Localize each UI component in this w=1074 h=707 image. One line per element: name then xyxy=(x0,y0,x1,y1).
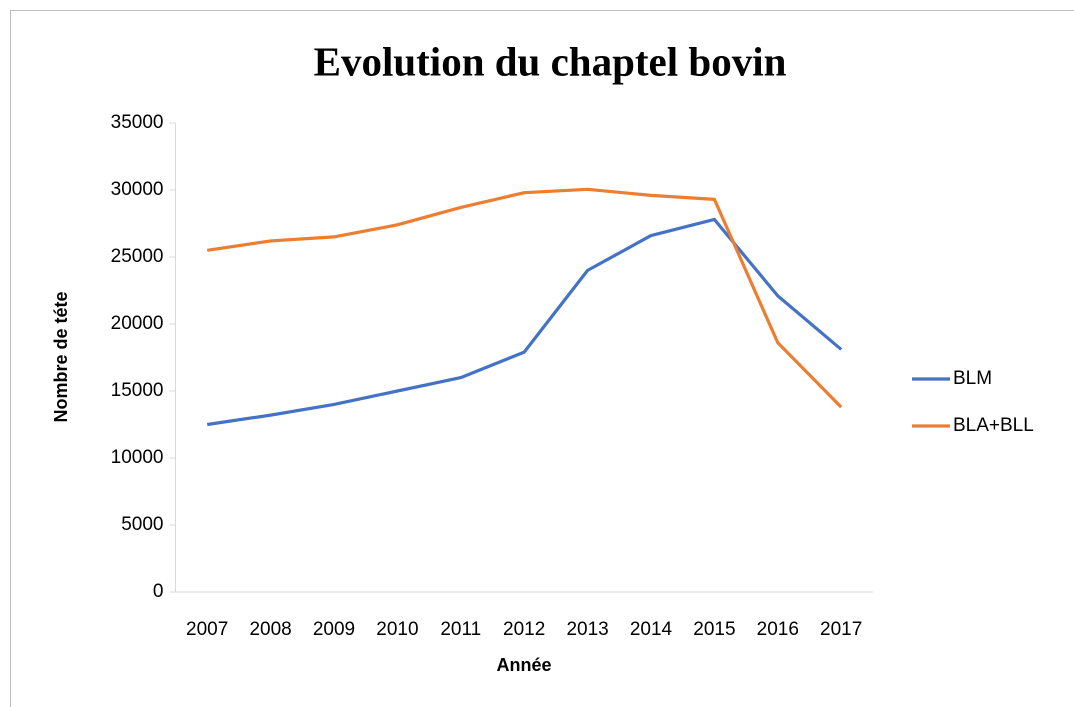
legend-label: BLM xyxy=(953,368,992,389)
y-tick-label: 30000 xyxy=(111,179,164,200)
y-tick-label: 15000 xyxy=(111,380,164,401)
x-tick-label: 2017 xyxy=(820,619,862,640)
legend-label: BLA+BLL xyxy=(953,415,1034,436)
series-line xyxy=(206,187,843,409)
x-tick-label: 2014 xyxy=(630,619,673,640)
y-tick-label: 5000 xyxy=(121,514,163,535)
x-axis-label: Année xyxy=(496,655,551,675)
chart-border xyxy=(10,10,1074,707)
y-tick-label: 35000 xyxy=(111,112,164,133)
y-tick-label: 10000 xyxy=(111,447,164,468)
chart-title: Evolution du chaptel bovin xyxy=(314,38,787,84)
y-tick-label: 25000 xyxy=(111,246,164,267)
x-tick-label: 2009 xyxy=(313,619,355,640)
x-tick-label: 2015 xyxy=(693,619,735,640)
x-tick-label: 2007 xyxy=(186,619,228,640)
x-tick-label: 2011 xyxy=(440,619,481,640)
series-line xyxy=(206,217,843,427)
x-tick-label: 2013 xyxy=(566,619,608,640)
x-tick-label: 2008 xyxy=(249,619,291,640)
x-tick-label: 2016 xyxy=(757,619,799,640)
y-tick-label: 20000 xyxy=(111,313,164,334)
x-tick-label: 2012 xyxy=(503,619,545,640)
x-tick-label: 2010 xyxy=(376,619,418,640)
y-tick-label: 0 xyxy=(153,581,164,602)
y-axis-label: Nombre de téte xyxy=(51,291,71,422)
